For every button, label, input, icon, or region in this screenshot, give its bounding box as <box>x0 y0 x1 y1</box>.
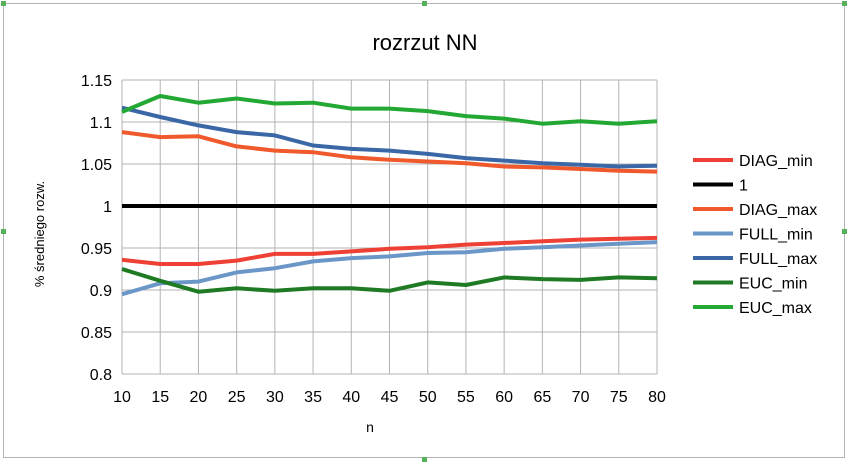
series-lines <box>121 94 658 297</box>
x-tick-label: 65 <box>533 389 551 406</box>
x-tick-label: 20 <box>190 389 208 406</box>
chart-title: rozrzut NN <box>372 30 477 55</box>
y-tick-label: 1.15 <box>81 73 112 90</box>
x-tick-label: 35 <box>304 389 322 406</box>
x-tick-label: 45 <box>381 389 399 406</box>
x-tick-label: 25 <box>228 389 246 406</box>
selection-handle-bottom-center[interactable] <box>422 457 427 462</box>
selection-handle-top-left[interactable] <box>1 1 6 6</box>
x-axis-label: n <box>366 419 374 435</box>
x-tick-label: 30 <box>266 389 284 406</box>
y-tick-label: 0.95 <box>81 241 112 258</box>
legend-label-1: 1 <box>739 178 748 195</box>
legend-label-euc-max: EUC_max <box>739 300 812 317</box>
x-tick-label: 15 <box>151 389 169 406</box>
y-axis-ticks: 0.8 0.85 0.9 0.95 1 1.05 1.1 1.15 <box>81 73 112 384</box>
y-tick-label: 1 <box>103 199 112 216</box>
x-axis-ticks: 10 15 20 25 30 35 40 45 50 55 60 65 70 75 80 <box>113 389 666 406</box>
series-line-full-max <box>121 105 658 169</box>
y-tick-label: 0.8 <box>90 367 112 384</box>
x-tick-label: 55 <box>457 389 475 406</box>
series-line-diag-max <box>121 130 658 174</box>
x-tick-label: 40 <box>342 389 360 406</box>
x-tick-label: 80 <box>648 389 666 406</box>
series-line-euc-max <box>121 94 658 126</box>
x-tick-label: 60 <box>495 389 513 406</box>
selection-handle-middle-right[interactable] <box>842 229 847 234</box>
x-tick-label: 50 <box>419 389 437 406</box>
series-line-full-min <box>121 240 658 297</box>
selection-handle-top-center[interactable] <box>422 1 427 6</box>
y-tick-label: 0.9 <box>90 283 112 300</box>
series-line-euc-min <box>121 267 658 294</box>
legend-label-full-max: FULL_max <box>739 251 817 268</box>
axes <box>121 80 657 375</box>
legend-label-full-min: FULL_min <box>739 227 813 244</box>
y-tick-label: 1.1 <box>90 115 112 132</box>
y-tick-label: 1.05 <box>81 157 112 174</box>
x-tick-label: 10 <box>113 389 131 406</box>
selection-handle-top-right[interactable] <box>842 1 847 6</box>
legend-label-euc-min: EUC_min <box>739 276 807 293</box>
legend-label-diag-max: DIAG_max <box>739 202 817 219</box>
legend: DIAG_min 1 DIAG_max FULL_min FULL_max EUC_min… <box>693 153 817 317</box>
series-line-diag-min <box>121 235 658 266</box>
legend-label-diag-min: DIAG_min <box>739 153 813 170</box>
y-tick-label: 0.85 <box>81 325 112 342</box>
selection-handle-middle-left[interactable] <box>1 229 6 234</box>
x-tick-label: 75 <box>610 389 628 406</box>
x-tick-label: 70 <box>572 389 590 406</box>
y-axis-label: % średniego rozw. <box>32 181 47 287</box>
